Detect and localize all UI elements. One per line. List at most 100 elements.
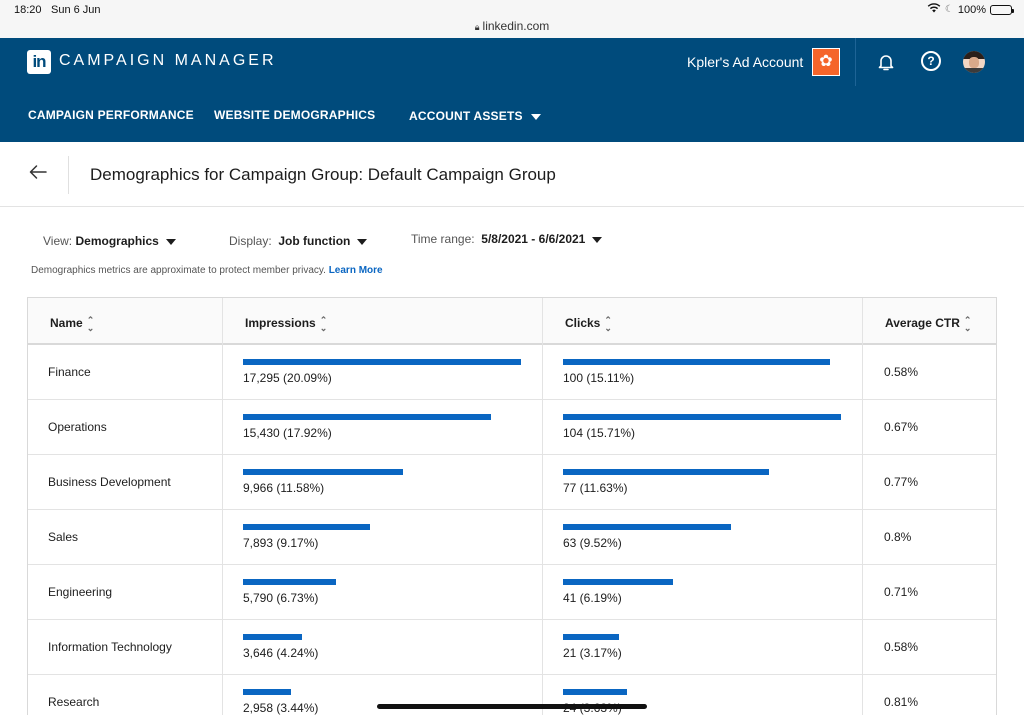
row-name: Operations [48, 420, 107, 434]
impressions-bar [243, 634, 302, 640]
table-row[interactable]: Operations 15,430 (17.92%) 104 (15.71%) 0.6… [28, 400, 996, 455]
table-row[interactable]: Sales 7,893 (9.17%) 63 (9.52%) 0.8% [28, 510, 996, 565]
wifi-icon [927, 3, 941, 16]
battery-icon [990, 4, 1014, 15]
app-header: in CAMPAIGN MANAGER Kpler's Ad Account ✿… [0, 38, 1024, 86]
row-name: Sales [48, 530, 79, 544]
main-nav: CAMPAIGN PERFORMANCE WEBSITE DEMOGRAPHIC… [0, 86, 1024, 142]
display-filter-value: Job function [278, 234, 351, 248]
ctr-value: 0.67% [884, 420, 919, 434]
column-header-clicks[interactable]: Clicks ⌃ ⌄ [565, 315, 612, 333]
ctr-value: 0.71% [884, 585, 919, 599]
sort-icon: ⌃ ⌄ [319, 315, 328, 333]
table-row[interactable]: Finance 17,295 (20.09%) 100 (15.11%) 0.58% [28, 345, 996, 400]
url-text: linkedin.com [482, 19, 550, 33]
row-name: Business Development [48, 475, 171, 489]
impressions-bar [243, 359, 521, 365]
address-bar[interactable]: 🔒︎ linkedin.com [0, 19, 1024, 33]
caret-down-icon [592, 236, 603, 243]
table-row[interactable]: Engineering 5,790 (6.73%) 41 (6.19%) 0.71% [28, 565, 996, 620]
sort-icon: ⌃ ⌄ [86, 315, 95, 333]
status-indicators: ☾ 100% [927, 3, 1014, 16]
view-filter[interactable]: View: Demographics [43, 234, 176, 248]
chevron-down-icon [530, 113, 541, 120]
table-row[interactable]: Information Technology 3,646 (4.24%) 21 (3… [28, 620, 996, 675]
clicks-bar [563, 634, 619, 640]
row-name: Finance [48, 365, 91, 379]
app-title[interactable]: CAMPAIGN MANAGER [59, 52, 277, 69]
clicks-bar [563, 579, 673, 585]
caret-down-icon [165, 238, 176, 245]
privacy-text: Demographics metrics are approximate to … [31, 265, 326, 276]
table-header: Name ⌃ ⌄ Impressions ⌃ ⌄ Clicks ⌃ ⌄ Average CT… [28, 298, 996, 345]
time-range-label: Time range: [411, 232, 475, 246]
impressions-value: 7,893 (9.17%) [243, 536, 319, 550]
impressions-value: 9,966 (11.58%) [243, 481, 325, 495]
impressions-bar [243, 524, 370, 530]
row-name: Information Technology [48, 640, 172, 654]
bell-icon[interactable] [876, 52, 896, 72]
row-name: Engineering [48, 585, 113, 599]
status-time: 18:20 [14, 4, 42, 16]
column-header-average-ctr[interactable]: Average CTR ⌃ ⌄ [885, 315, 972, 333]
header-divider [855, 38, 856, 86]
clicks-value: 21 (3.17%) [563, 646, 622, 660]
impressions-value: 17,295 (20.09%) [243, 371, 332, 385]
impressions-value: 15,430 (17.92%) [243, 426, 332, 440]
display-filter[interactable]: Display: Job function [229, 234, 368, 248]
column-divider [542, 298, 543, 715]
home-indicator[interactable] [377, 704, 647, 709]
clicks-value: 77 (11.63%) [563, 481, 628, 495]
nav-account-assets[interactable]: ACCOUNT ASSETS [409, 109, 541, 123]
caret-down-icon [357, 238, 368, 245]
ctr-value: 0.58% [884, 640, 919, 654]
title-divider [68, 156, 69, 194]
learn-more-link[interactable]: Learn More [328, 265, 383, 276]
moon-icon: ☾ [944, 4, 954, 15]
time-range-value: 5/8/2021 - 6/6/2021 [481, 232, 586, 246]
clicks-bar [563, 689, 627, 695]
clicks-bar [563, 524, 731, 530]
page-title: Demographics for Campaign Group: Default… [90, 165, 556, 184]
help-icon[interactable]: ? [921, 51, 941, 71]
impressions-bar [243, 579, 336, 585]
linkedin-logo[interactable]: in [27, 50, 51, 74]
battery-percent: 100% [957, 3, 986, 16]
clicks-bar [563, 469, 769, 475]
display-filter-label: Display: [229, 234, 272, 248]
ctr-value: 0.8% [884, 530, 912, 544]
clicks-bar [563, 414, 841, 420]
back-arrow-icon[interactable] [28, 162, 48, 182]
impressions-bar [243, 689, 291, 695]
clicks-value: 41 (6.19%) [563, 591, 622, 605]
column-header-impressions[interactable]: Impressions ⌃ ⌄ [245, 315, 328, 333]
privacy-note: Demographics metrics are approximate to … [31, 265, 383, 276]
nav-campaign-performance[interactable]: CAMPAIGN PERFORMANCE [28, 108, 194, 122]
page-header: Demographics for Campaign Group: Default… [0, 142, 1024, 207]
avatar[interactable] [963, 51, 985, 73]
view-filter-value: Demographics [75, 234, 159, 248]
sort-icon: ⌃ ⌄ [604, 315, 612, 333]
nav-website-demographics[interactable]: WEBSITE DEMOGRAPHICS [214, 108, 376, 122]
ctr-value: 0.81% [884, 695, 919, 709]
table-row[interactable]: Business Development 9,966 (11.58%) 77 (11… [28, 455, 996, 510]
column-header-name[interactable]: Name ⌃ ⌄ [50, 315, 95, 333]
nav-account-assets-label: ACCOUNT ASSETS [409, 109, 523, 123]
sort-icon: ⌃ ⌄ [963, 315, 972, 333]
ctr-value: 0.77% [884, 475, 919, 489]
column-divider [222, 298, 223, 715]
demographics-table: Name ⌃ ⌄ Impressions ⌃ ⌄ Clicks ⌃ ⌄ Average CT… [27, 297, 997, 715]
impressions-bar [243, 469, 403, 475]
row-name: Research [48, 695, 100, 709]
account-name[interactable]: Kpler's Ad Account [687, 54, 804, 70]
account-icon[interactable]: ✿ [812, 48, 840, 76]
ctr-value: 0.58% [884, 365, 919, 379]
view-filter-label: View: [43, 234, 73, 248]
impressions-value: 5,790 (6.73%) [243, 591, 319, 605]
impressions-bar [243, 414, 491, 420]
time-range-filter[interactable]: Time range: 5/8/2021 - 6/6/2021 [411, 232, 603, 246]
clicks-value: 100 (15.11%) [563, 371, 635, 385]
clicks-value: 104 (15.71%) [563, 426, 636, 440]
clicks-bar [563, 359, 830, 365]
